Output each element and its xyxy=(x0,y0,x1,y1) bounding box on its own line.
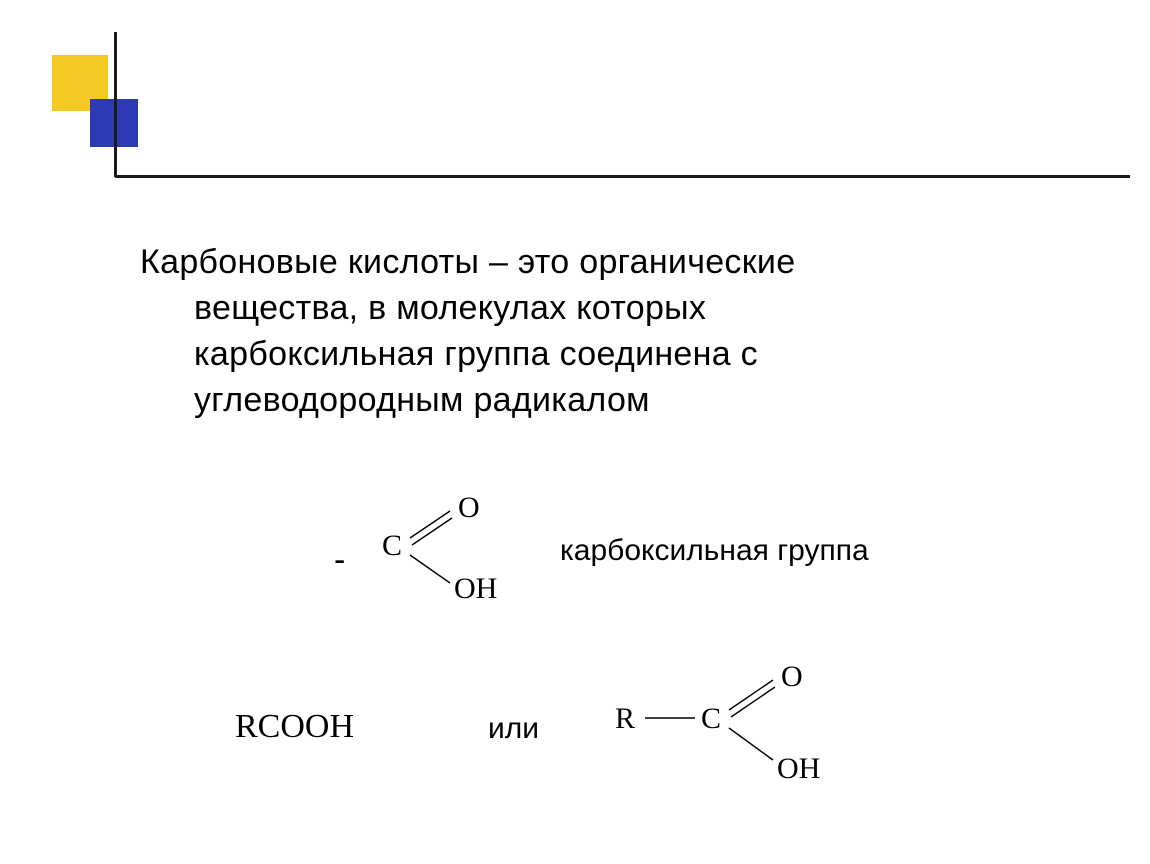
carboxyl-group-formula: C O OH xyxy=(380,493,520,613)
definition-line-3: карбоксильная группа соединена с xyxy=(194,332,1060,378)
or-label: или xyxy=(488,712,539,746)
vertical-divider xyxy=(114,32,117,177)
atom-o-top: O xyxy=(458,493,480,524)
rcooh-formula-text: RCOOH xyxy=(235,708,354,746)
definition-line-1: Карбоновые кислоты – это органические xyxy=(140,240,1060,286)
bond-double-1-2 xyxy=(729,680,773,710)
bond-double-1 xyxy=(410,511,450,538)
bond-double-2 xyxy=(412,518,452,545)
atom-c: C xyxy=(382,529,402,562)
dash-label: - xyxy=(334,541,345,580)
atom-o-top-2: O xyxy=(781,660,803,693)
horizontal-divider xyxy=(115,175,1130,178)
atom-oh-2: OH xyxy=(777,752,820,785)
definition-line-4: углеводородным радикалом xyxy=(194,378,1060,424)
bond-single-2 xyxy=(729,728,773,760)
bond-double-2-2 xyxy=(731,687,775,717)
atom-r: R xyxy=(615,702,635,735)
atom-c-2: C xyxy=(701,702,721,735)
slide-decoration xyxy=(52,55,172,175)
bond-single xyxy=(410,555,450,583)
definition-line-2: вещества, в молекулах которых xyxy=(194,286,1060,332)
carboxyl-group-label: карбоксильная группа xyxy=(560,534,869,568)
r-carboxyl-formula: R C O OH xyxy=(613,660,833,800)
definition-paragraph: Карбоновые кислоты – это органические ве… xyxy=(140,240,1060,424)
atom-oh: OH xyxy=(454,572,497,605)
